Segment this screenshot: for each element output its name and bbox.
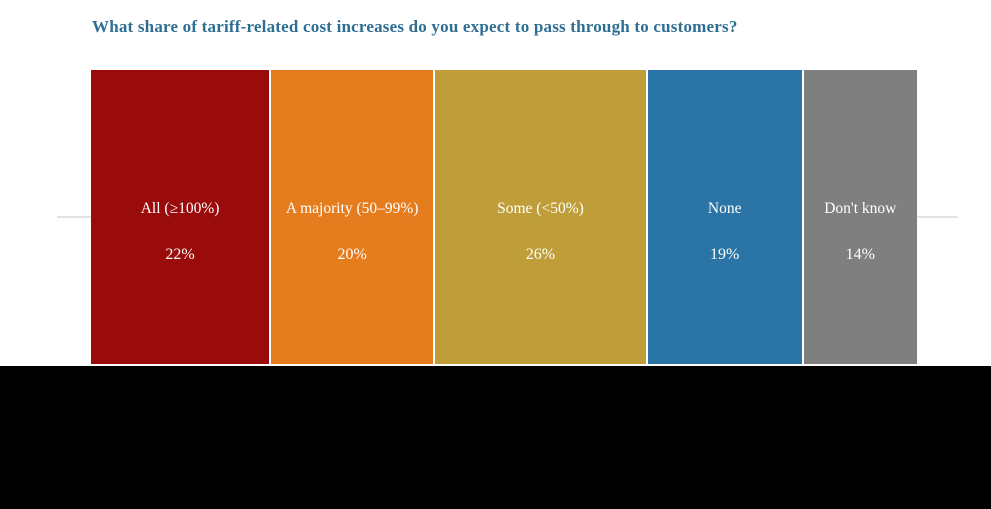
bar-category-label: Don't know (824, 200, 897, 217)
baseline-axis-right-segment (917, 216, 958, 218)
bar-segment: Don't know 14% (803, 70, 917, 364)
bar-value-label: 19% (710, 246, 740, 263)
chart-title: What share of tariff-related cost increa… (92, 17, 738, 36)
bar-value-label: 26% (525, 246, 556, 263)
bar-segment: All (≥100%) 22% (91, 70, 270, 364)
bar-category-label: Some (<50%) (497, 200, 584, 217)
bar-value-label: 14% (845, 246, 875, 263)
bar-value-label: 20% (337, 246, 367, 263)
bar-category-label: A majority (50–99%) (285, 200, 419, 217)
baseline-axis-left-segment (57, 216, 91, 218)
bar-value-label: 22% (165, 246, 195, 263)
bar-segment: None 19% (647, 70, 802, 364)
stacked-bar-chart: All (≥100%) 22% A majority (50–99%) 20% … (91, 70, 917, 364)
bar-segment: Some (<50%) 26% (435, 70, 646, 364)
bar-category-label: None (707, 200, 742, 217)
bottom-black-band (0, 366, 991, 509)
bar-segment: A majority (50–99%) 20% (271, 70, 434, 364)
bar-category-label: All (≥100%) (140, 200, 220, 217)
